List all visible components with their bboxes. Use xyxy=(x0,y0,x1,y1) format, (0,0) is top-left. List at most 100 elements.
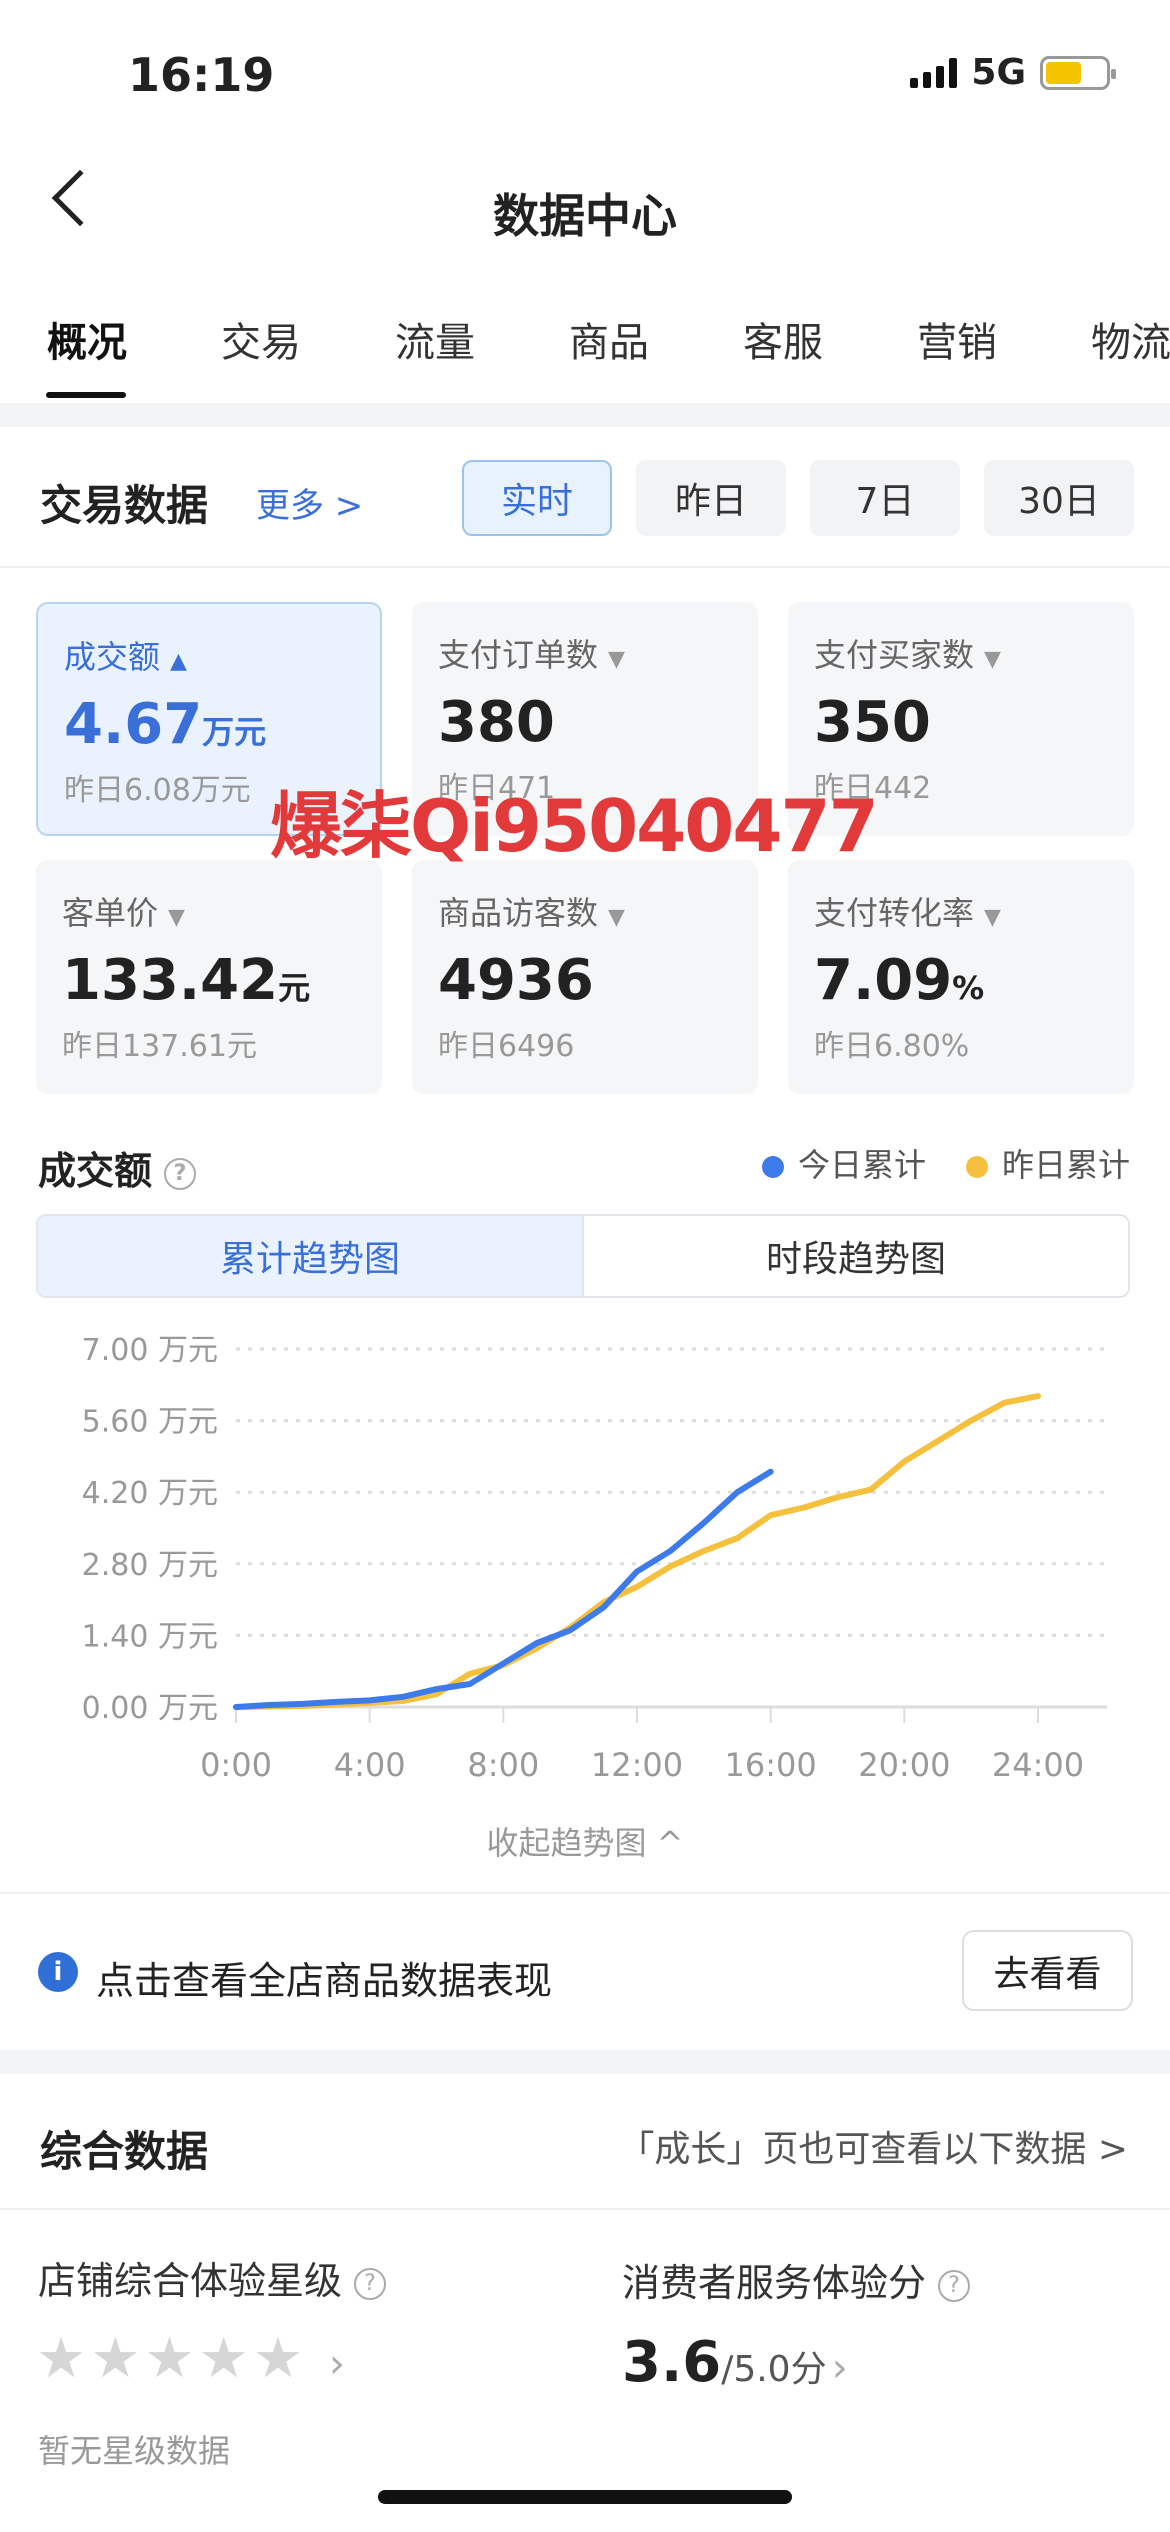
legend-label: 今日累计 xyxy=(797,1146,926,1184)
divider xyxy=(0,2050,1170,2074)
metric-yesterday: 昨日6496 xyxy=(438,1029,575,1064)
help-icon[interactable]: ? xyxy=(354,2267,387,2300)
info-text: 点击查看全店商品数据表现 xyxy=(96,1959,553,2003)
star-label-text: 店铺综合体验星级 xyxy=(38,2259,343,2303)
metric-card[interactable]: 客单价 ▼ 133.42元 昨日137.61元 xyxy=(36,860,382,1094)
caret-down-icon: ▼ xyxy=(608,905,625,930)
metric-yesterday: 昨日471 xyxy=(438,771,556,806)
toggle-cumulative[interactable]: 累计趋势图 xyxy=(38,1216,584,1296)
tab-overview[interactable]: 概况 xyxy=(0,310,174,398)
metric-label-text: 客单价 xyxy=(62,894,159,932)
status-time: 16:19 xyxy=(128,48,275,102)
tab-trade[interactable]: 交易 xyxy=(221,320,301,366)
metric-unit: % xyxy=(952,969,985,1007)
metric-card[interactable]: 支付买家数 ▼ 350 昨日442 xyxy=(788,602,1134,836)
caret-down-icon: ▼ xyxy=(984,647,1001,672)
divider xyxy=(0,403,1170,427)
series-line-yesterday xyxy=(233,1393,1041,1710)
help-icon[interactable]: ? xyxy=(164,1157,197,1190)
network-label: 5G xyxy=(971,52,1026,93)
legend-dot-icon xyxy=(761,1156,784,1178)
y-tick-label: 0.00 万元 xyxy=(82,1691,218,1726)
more-link[interactable]: 更多 > xyxy=(256,486,364,526)
growth-link[interactable]: 「成长」页也可查看以下数据 > xyxy=(618,2129,1128,2170)
y-tick-label: 5.60 万元 xyxy=(82,1405,218,1440)
chart-legend: 今日累计 昨日累计 xyxy=(761,1140,1130,1186)
metric-value: 133.42元 xyxy=(62,948,356,1013)
metric-card[interactable]: 支付转化率 ▼ 7.09% 昨日6.80% xyxy=(788,860,1134,1094)
metric-yesterday: 昨日442 xyxy=(814,771,932,806)
info-icon: i xyxy=(38,1952,78,1992)
toggle-period[interactable]: 时段趋势图 xyxy=(765,1239,946,1280)
metric-yesterday: 昨日6.80% xyxy=(814,1029,970,1064)
tab-bar: 概况 交易 流量 商品 客服 营销 物流 xyxy=(0,310,1170,398)
metric-label: 成交额 ▲ xyxy=(64,632,354,678)
range-yesterday[interactable]: 昨日 xyxy=(636,460,786,536)
y-tick-label: 2.80 万元 xyxy=(82,1548,218,1583)
metric-number: 7.09 xyxy=(814,948,953,1013)
x-tick-label: 0:00 xyxy=(200,1746,272,1784)
metric-number: 350 xyxy=(814,690,931,755)
tab-marketing[interactable]: 营销 xyxy=(917,320,997,366)
metric-yesterday: 昨日137.61元 xyxy=(62,1029,257,1064)
star-label: 店铺综合体验星级? xyxy=(38,2250,387,2305)
collapse-chart-button[interactable]: 收起趋势图 ^ xyxy=(486,1824,684,1862)
signal-icon xyxy=(910,57,958,88)
metric-label: 支付订单数 ▼ xyxy=(438,630,732,676)
chart-title-text: 成交额 xyxy=(38,1149,153,1193)
star-empty-text: 暂无星级数据 xyxy=(38,2432,231,2470)
tab-logistics[interactable]: 物流 xyxy=(1091,320,1170,366)
legend-today: 今日累计 xyxy=(761,1140,926,1186)
range-30d[interactable]: 30日 xyxy=(984,460,1134,536)
caret-down-icon: ▼ xyxy=(608,647,625,672)
tab-traffic[interactable]: 流量 xyxy=(395,320,475,366)
score-label: 消费者服务体验分? xyxy=(622,2252,971,2307)
score-max: /5.0分 xyxy=(721,2349,827,2390)
metric-label-text: 支付订单数 xyxy=(438,636,599,674)
metric-label: 客单价 ▼ xyxy=(62,888,356,934)
x-tick-label: 24:00 xyxy=(992,1746,1084,1784)
y-tick-label: 4.20 万元 xyxy=(82,1476,218,1511)
y-tick-label: 1.40 万元 xyxy=(82,1619,218,1654)
battery-icon xyxy=(1040,55,1116,90)
metric-unit: 万元 xyxy=(202,713,267,751)
star-rating[interactable]: ★★★★★ › xyxy=(36,2326,349,2391)
page-title: 数据中心 xyxy=(493,189,677,243)
metric-yesterday: 昨日6.08万元 xyxy=(64,773,251,808)
tab-product[interactable]: 商品 xyxy=(569,320,649,366)
score-label-text: 消费者服务体验分 xyxy=(622,2261,927,2305)
help-icon[interactable]: ? xyxy=(938,2269,971,2302)
overall-title: 综合数据 xyxy=(40,2127,209,2176)
caret-down-icon: ▼ xyxy=(984,905,1001,930)
range-7d[interactable]: 7日 xyxy=(810,460,960,536)
status-indicators: 5G xyxy=(910,52,1116,93)
metric-card[interactable]: 成交额 ▲ 4.67万元 昨日6.08万元 xyxy=(36,602,382,836)
metric-card[interactable]: 支付订单数 ▼ 380 昨日471 xyxy=(412,602,758,836)
x-tick-label: 20:00 xyxy=(858,1746,950,1784)
caret-up-icon: ▲ xyxy=(170,649,187,674)
metric-label-text: 支付买家数 xyxy=(814,636,975,674)
metric-label-text: 成交额 xyxy=(64,638,161,676)
score-value: 3.6 xyxy=(622,2330,722,2395)
metric-label: 支付买家数 ▼ xyxy=(814,630,1108,676)
divider xyxy=(0,2208,1170,2210)
x-tick-label: 16:00 xyxy=(725,1746,817,1784)
metric-value: 4.67万元 xyxy=(64,692,354,757)
service-score[interactable]: 3.6/5.0分 › xyxy=(622,2330,848,2395)
divider xyxy=(0,1892,1170,1894)
tab-service[interactable]: 客服 xyxy=(743,320,823,366)
range-realtime[interactable]: 实时 xyxy=(462,460,612,536)
go-see-button[interactable]: 去看看 xyxy=(962,1930,1133,2011)
metric-value: 4936 xyxy=(438,948,732,1013)
y-tick-label: 7.00 万元 xyxy=(82,1333,218,1368)
metric-number: 4936 xyxy=(438,948,594,1013)
chevron-right-icon: › xyxy=(328,2341,349,2387)
metric-card[interactable]: 商品访客数 ▼ 4936 昨日6496 xyxy=(412,860,758,1094)
legend-yesterday: 昨日累计 xyxy=(965,1140,1130,1186)
legend-label: 昨日累计 xyxy=(1001,1146,1130,1184)
trend-chart: 0.00 万元 1.40 万元 2.80 万元 4.20 万元 5.60 万元 7.00 … xyxy=(82,1333,1107,1784)
x-tick-label: 12:00 xyxy=(591,1746,683,1784)
metric-label-text: 支付转化率 xyxy=(814,894,975,932)
metric-value: 7.09% xyxy=(814,948,1108,1013)
metric-number: 4.67 xyxy=(64,692,203,757)
